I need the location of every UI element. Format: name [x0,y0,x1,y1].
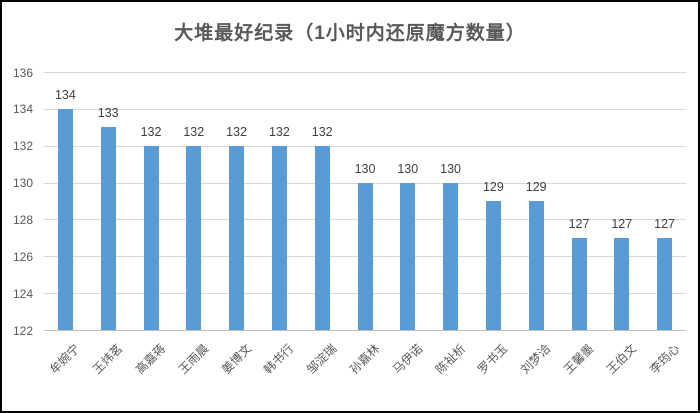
bar-邹淀瑞 [314,145,330,330]
chart-title: 大堆最好纪录（1小时内还原魔方数量） [174,23,526,44]
bar-姜博文 [229,145,245,330]
x-axis-category-label: 姜博文 [218,341,254,377]
y-axis-tick-label: 128 [12,212,33,227]
bar-value-label: 132 [183,124,205,139]
gridline [44,145,686,147]
bar-高嘉蒋 [143,145,159,330]
y-axis-tick-label: 122 [12,323,33,338]
x-axis-line [44,330,686,331]
x-axis-category-label: 王馨墨 [560,341,597,377]
bar-王馨墨 [571,237,587,330]
y-axis-tick-label: 124 [12,286,33,301]
x-axis-category-label: 王雨晨 [175,341,212,377]
bar-孙嘉林 [357,182,373,330]
bar-马伊诺 [400,182,416,330]
bar-罗书玉 [485,201,501,330]
y-axis-tick-label: 136 [12,65,33,80]
bar-value-label: 132 [226,124,248,139]
bar-王雨晨 [186,145,202,330]
bar-李筠心 [657,237,673,330]
y-axis-tick-label: 126 [12,249,33,264]
bar-value-label: 130 [354,161,376,176]
bar-王伯文 [614,237,630,330]
bar-value-label: 132 [268,124,290,139]
gridline [44,72,686,73]
x-axis-category-label: 韩书行 [261,341,297,377]
bar-韩书行 [271,145,287,330]
x-axis-category-label: 牟婉宁 [47,341,83,377]
x-axis-category-label: 李筠心 [646,341,682,377]
bar-value-label: 130 [397,161,419,176]
gridline [44,108,686,110]
bar-value-label: 127 [654,216,676,231]
x-axis-category-label: 王炜茗 [90,341,126,377]
x-axis-category-label: 邹淀瑞 [304,341,340,377]
bar-value-label: 130 [440,161,462,176]
x-axis-category-label: 孙嘉林 [346,341,383,377]
x-axis-category-label: 陈祉析 [432,341,468,377]
y-axis-tick-label: 132 [12,139,33,154]
bar-陈祉析 [443,182,459,330]
bar-value-label: 132 [140,124,162,139]
x-axis-category-label: 高嘉蒋 [132,341,169,377]
bar-value-label: 129 [482,180,504,194]
y-axis-tick-label: 134 [12,102,33,117]
bar-value-label: 127 [611,216,633,231]
x-axis-category-label: 刘梦洽 [518,341,554,377]
bar-value-label: 127 [568,216,590,231]
bar-刘梦洽 [528,201,544,330]
x-axis-category-label: 王伯文 [603,341,640,377]
x-axis-category-label: 罗书玉 [475,341,511,377]
bar-value-label: 129 [525,180,547,194]
bar-value-label: 134 [54,87,76,102]
x-axis-category-label: 马伊诺 [389,341,426,377]
bar-王炜茗 [100,127,116,330]
bar-牟婉宁 [57,108,73,330]
bar-value-label: 132 [311,124,333,139]
y-axis-tick-label: 130 [12,176,33,191]
bar-value-label: 133 [97,106,119,121]
